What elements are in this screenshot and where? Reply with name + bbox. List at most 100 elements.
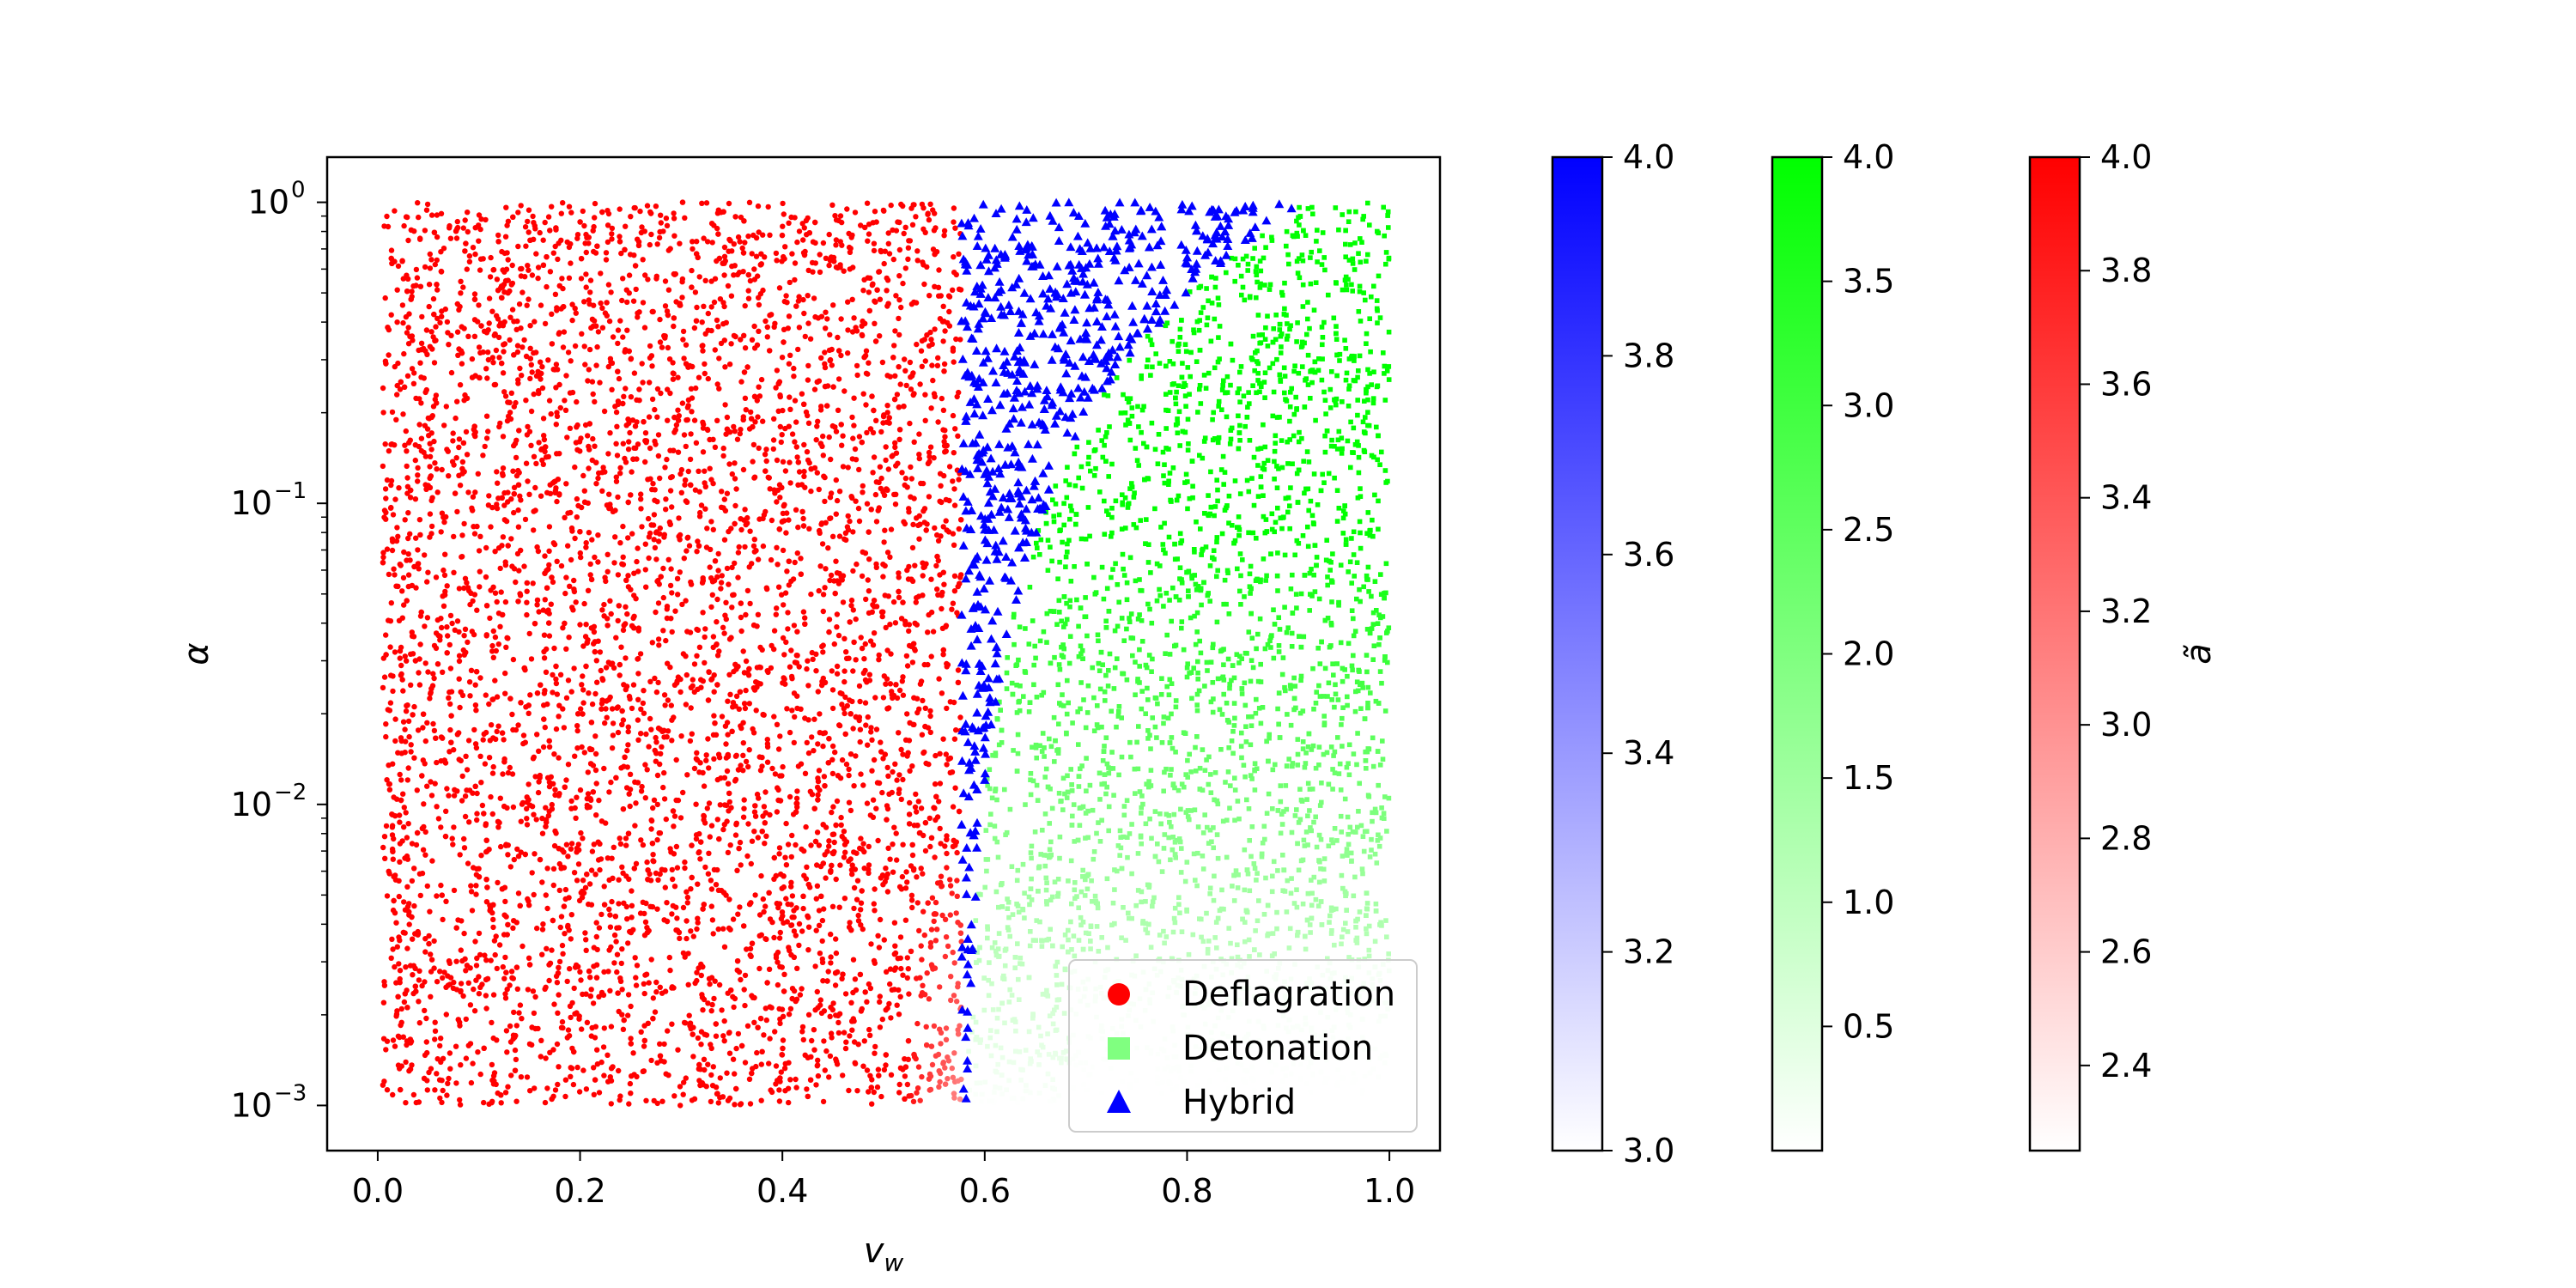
deflagration-point (952, 225, 958, 231)
deflagration-point (667, 582, 674, 589)
deflagration-point (721, 537, 728, 543)
deflagration-point (835, 1012, 841, 1019)
deflagration-point (714, 417, 720, 423)
deflagration-point (623, 459, 629, 465)
deflagration-point (812, 240, 818, 246)
deflagration-point (714, 596, 720, 603)
deflagration-point (491, 381, 497, 388)
deflagration-point (787, 279, 793, 286)
deflagration-point (951, 502, 958, 508)
deflagration-point (553, 676, 559, 683)
deflagration-point (625, 940, 631, 946)
deflagration-point (477, 753, 483, 759)
deflagration-point (401, 824, 407, 830)
deflagration-point (936, 267, 942, 273)
deflagration-point (642, 919, 649, 926)
deflagration-point (507, 864, 513, 870)
deflagration-point (876, 333, 883, 339)
deflagration-point (549, 204, 555, 210)
deflagration-point (548, 601, 554, 607)
deflagration-point (698, 502, 705, 508)
deflagration-point (562, 620, 568, 627)
deflagration-point (538, 1054, 544, 1060)
deflagration-point (581, 222, 587, 229)
deflagration-point (548, 410, 554, 417)
deflagration-point (627, 252, 634, 258)
deflagration-point (873, 519, 880, 525)
deflagration-point (472, 783, 478, 789)
deflagration-point (625, 1012, 631, 1018)
deflagration-point (822, 349, 828, 355)
deflagration-point (617, 835, 623, 841)
deflagration-point (700, 678, 706, 684)
deflagration-point (751, 345, 758, 351)
deflagration-point (416, 1020, 422, 1026)
deflagration-point (564, 978, 570, 985)
deflagration-point (399, 615, 405, 621)
deflagration-point (618, 644, 624, 650)
deflagration-point (522, 739, 528, 745)
deflagration-point (762, 841, 768, 847)
deflagration-point (950, 804, 957, 810)
deflagration-point (866, 843, 872, 850)
deflagration-point (449, 835, 455, 841)
deflagration-point (743, 658, 750, 665)
deflagration-point (404, 835, 410, 841)
deflagration-point (897, 993, 903, 1000)
deflagration-point (874, 1084, 881, 1091)
deflagration-point (544, 283, 550, 290)
deflagration-point (755, 835, 761, 841)
deflagration-point (660, 594, 666, 601)
deflagration-point (386, 781, 392, 787)
deflagration-point (424, 351, 430, 357)
deflagration-point (628, 214, 634, 220)
deflagration-point (546, 548, 552, 554)
deflagration-point (731, 332, 738, 339)
deflagration-point (942, 328, 948, 334)
deflagration-point (793, 653, 799, 659)
deflagration-point (620, 276, 626, 282)
deflagration-point (480, 737, 486, 743)
deflagration-point (502, 690, 508, 696)
deflagration-point (627, 696, 633, 702)
deflagration-point (519, 289, 526, 295)
deflagration-point (860, 926, 866, 933)
deflagration-point (851, 315, 857, 321)
deflagration-point (643, 584, 649, 590)
deflagration-point (841, 1030, 848, 1036)
deflagration-point (547, 1049, 553, 1056)
deflagration-point (805, 293, 811, 299)
deflagration-point (701, 817, 707, 823)
deflagration-point (671, 233, 677, 239)
deflagration-point (587, 561, 593, 568)
deflagration-point (477, 226, 483, 233)
deflagration-point (845, 299, 851, 305)
deflagration-point (397, 655, 403, 661)
deflagration-point (625, 573, 631, 579)
deflagration-point (872, 1050, 878, 1056)
deflagration-point (872, 209, 878, 215)
deflagration-point (756, 393, 763, 399)
deflagration-point (725, 698, 731, 704)
deflagration-point (440, 1087, 446, 1094)
deflagration-point (597, 380, 603, 386)
deflagration-point (638, 788, 645, 794)
deflagration-point (785, 901, 791, 908)
deflagration-point (805, 1093, 811, 1100)
deflagration-point (884, 875, 890, 881)
deflagration-point (493, 933, 499, 939)
deflagration-point (910, 521, 916, 528)
deflagration-point (904, 879, 910, 885)
deflagration-point (541, 436, 548, 443)
deflagration-point (904, 484, 910, 490)
deflagration-point (916, 455, 923, 462)
deflagration-point (587, 277, 594, 283)
deflagration-point (431, 360, 438, 366)
deflagration-point (739, 245, 745, 252)
deflagration-point (879, 1016, 886, 1023)
deflagration-point (705, 310, 711, 317)
deflagration-point (826, 617, 833, 623)
deflagration-point (502, 562, 509, 568)
deflagration-point (483, 435, 490, 441)
deflagration-point (677, 935, 683, 942)
